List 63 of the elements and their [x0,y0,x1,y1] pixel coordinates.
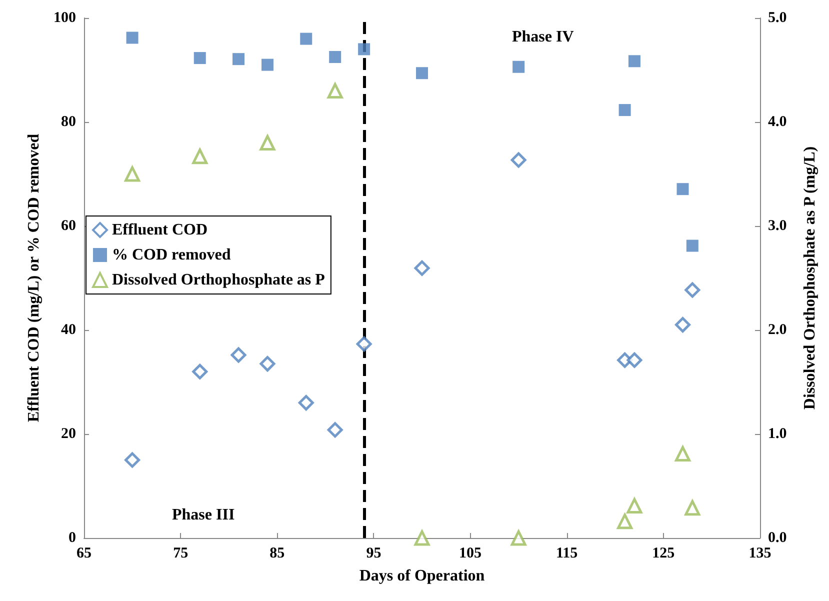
y2-tick-label: 0.0 [768,530,787,546]
point [260,356,276,372]
point [674,446,690,462]
point [329,51,342,63]
point [626,498,642,514]
legend-label: % COD removed [112,246,231,264]
point [327,422,343,438]
point [684,282,700,298]
point [512,60,525,73]
x-tick-label: 125 [652,546,675,562]
point [260,135,276,151]
point [510,530,526,546]
point [358,43,370,56]
point [356,336,372,352]
point [626,352,642,368]
point [327,83,343,99]
x-tick-label: 135 [748,546,772,562]
annotation: Phase IV [512,28,574,46]
point [618,104,631,116]
point [684,500,700,516]
y2-tick-label: 3.0 [768,218,787,234]
x-tick-label: 75 [173,546,188,562]
point [230,347,246,363]
y-tick-label: 100 [54,10,76,26]
point [510,152,526,168]
legend-label: Dissolved Orthophosphate as P [112,272,326,288]
point [686,240,698,252]
point [192,364,208,380]
point [674,317,690,333]
y2-tick-label: 5.0 [768,10,787,26]
y-tick-label: 80 [61,114,76,130]
y2-tick-label: 2.0 [768,322,787,338]
y-axis-title: Effluent COD (mg/L) or % COD removed [26,134,42,422]
y-tick-label: 60 [61,218,76,234]
x-tick-label: 115 [556,546,578,562]
point [628,55,640,68]
point [194,52,206,64]
y-tick-label: 40 [61,322,76,338]
x-tick-label: 95 [366,546,382,562]
y2-tick-label: 1.0 [768,426,787,442]
point [414,260,430,276]
legend-label: Effluent COD [112,222,208,238]
x-tick-label: 65 [76,546,92,562]
y-tick-label: 0 [68,530,76,546]
point [124,166,140,182]
point [261,58,274,71]
point [298,395,314,411]
point [414,530,430,546]
point [676,183,689,196]
point [300,32,312,45]
point [232,53,245,66]
y2-axis-title: Dissolved Orthophosphate as P (mg/L) [802,146,818,410]
point [192,148,208,164]
y-tick-label: 20 [61,426,76,442]
annotation: Phase III [172,506,235,524]
point [617,514,633,530]
x-tick-label: 105 [459,546,482,562]
point [416,67,428,80]
point [124,452,140,468]
x-tick-label: 85 [270,546,285,562]
x-axis-title: Days of Operation [359,568,485,584]
point [126,32,138,44]
y2-tick-label: 4.0 [768,114,787,130]
